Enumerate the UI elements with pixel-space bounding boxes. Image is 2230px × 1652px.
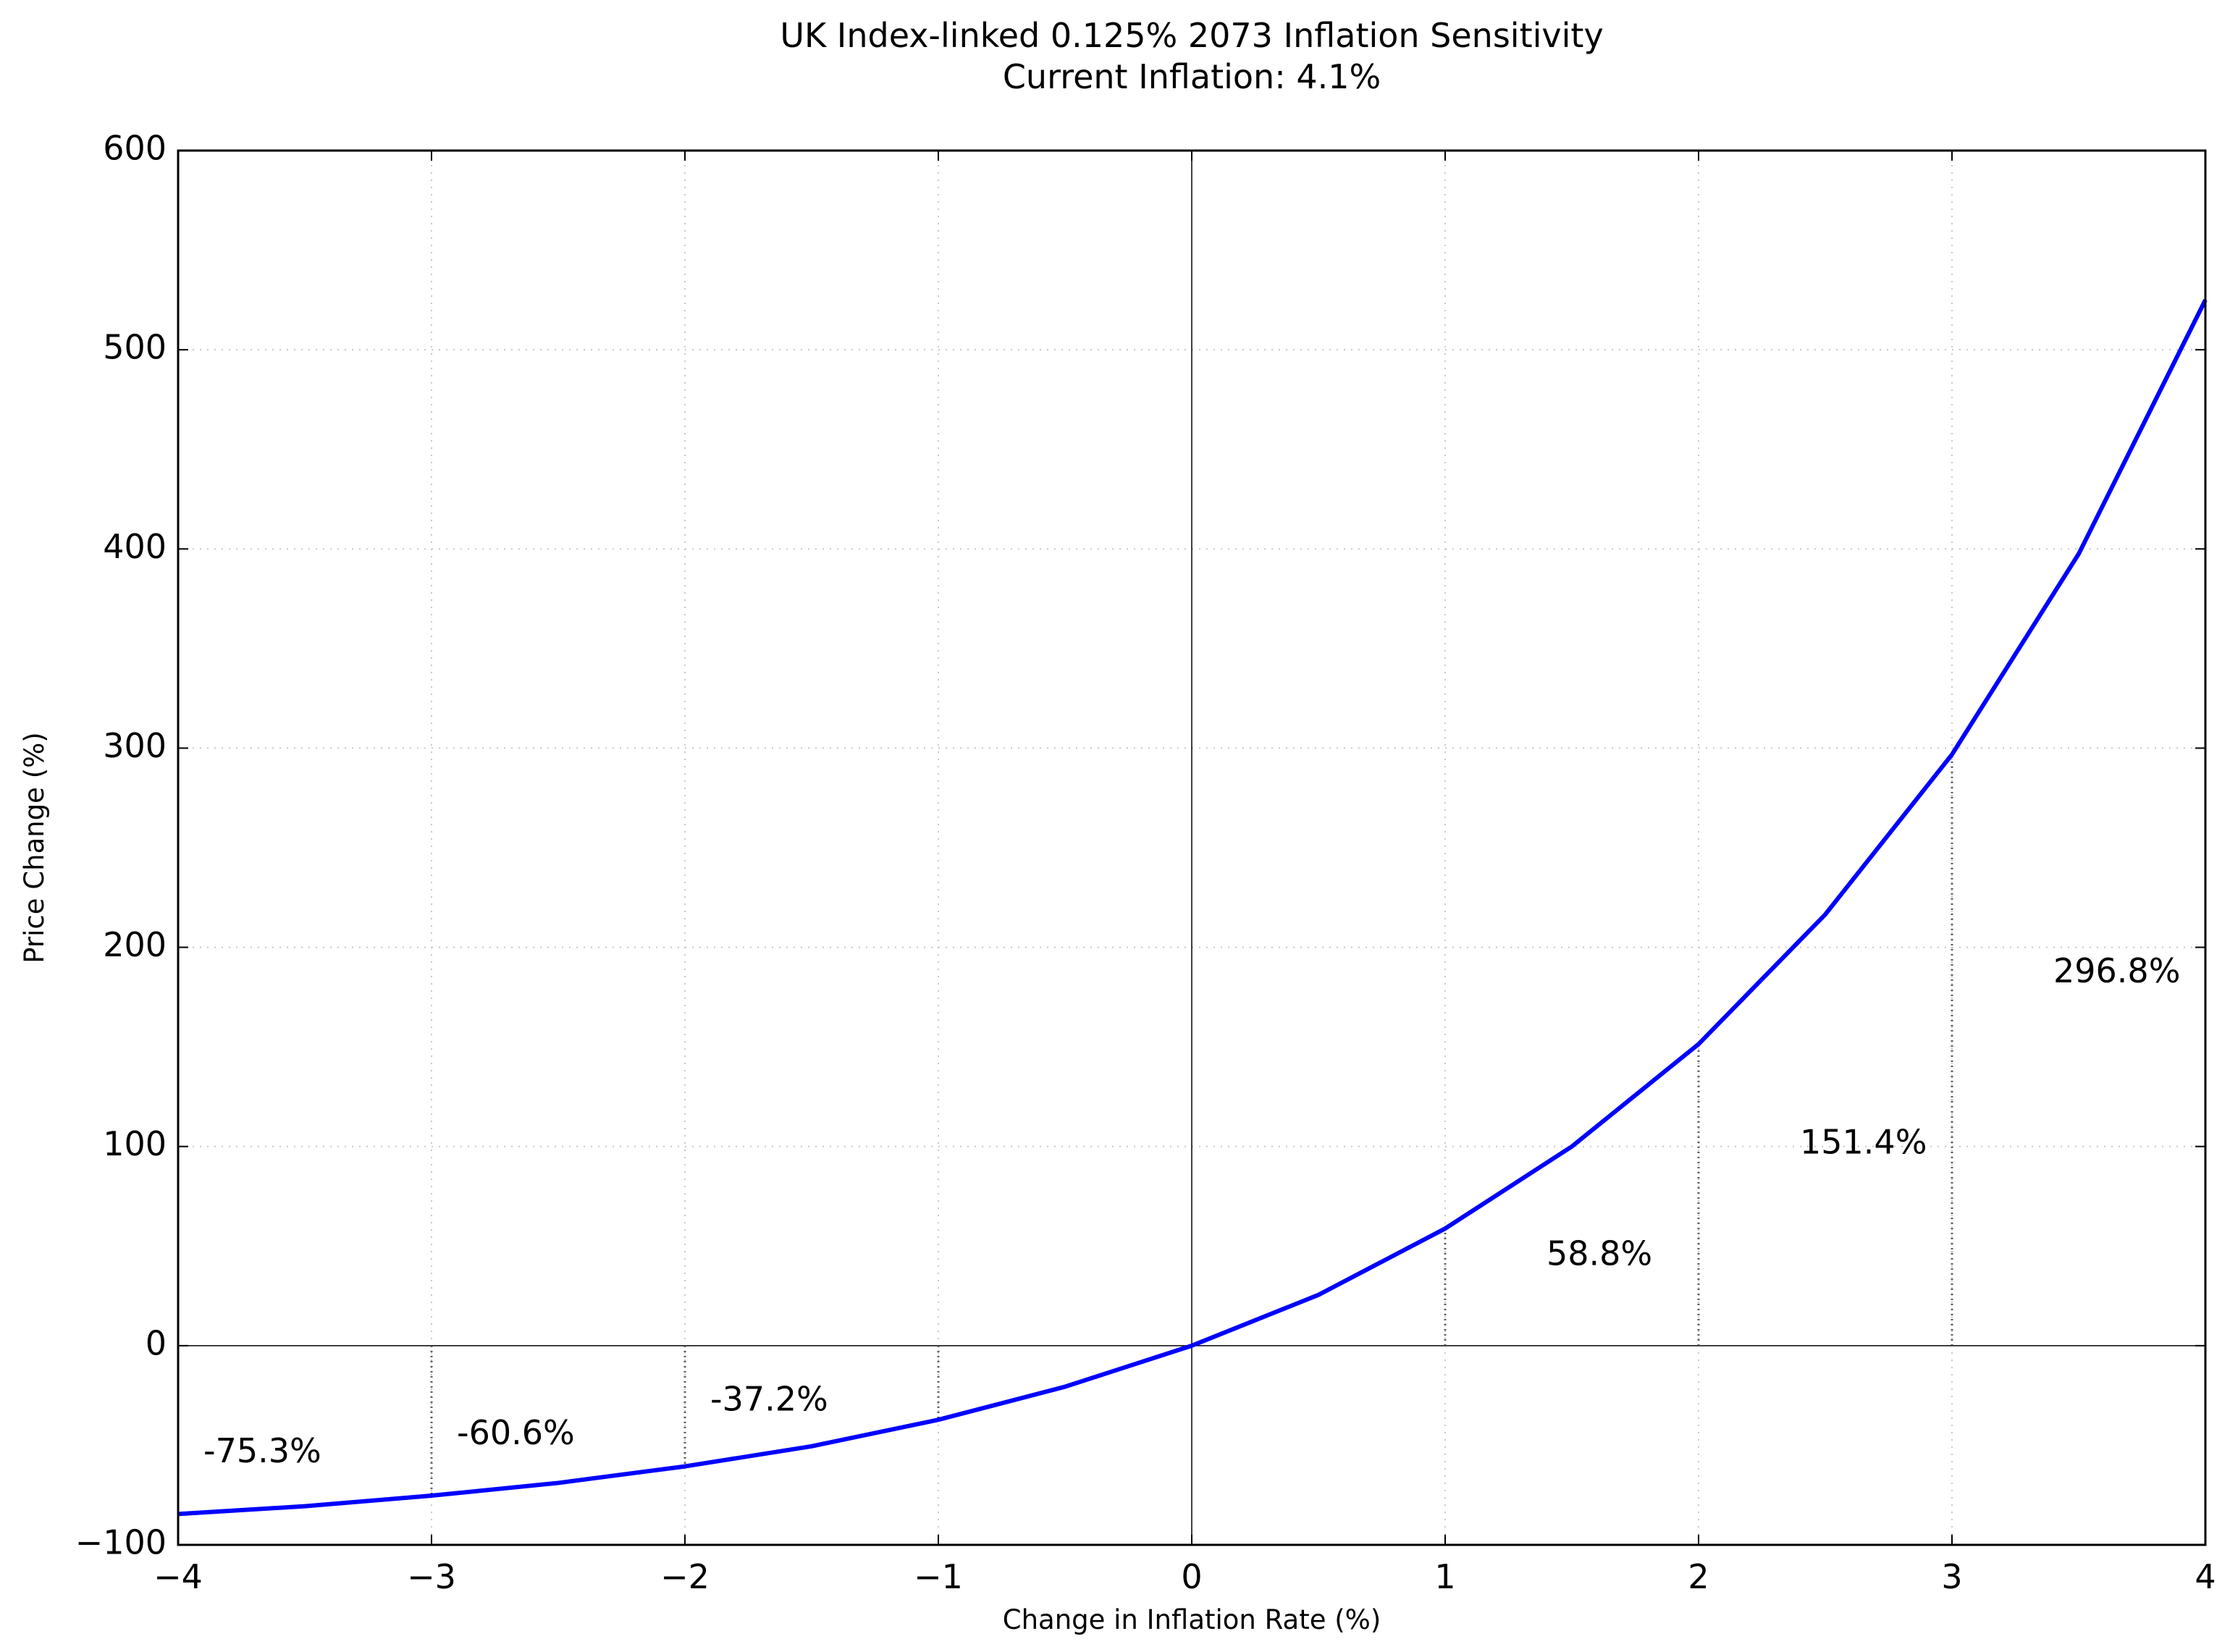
x-tick-labels: −4 −3 −2 −1 0 1 2 3 4 <box>153 1557 2216 1596</box>
x-tick-label: 0 <box>1181 1557 1202 1596</box>
chart-title: UK Index-linked 0.125% 2073 Inflation Se… <box>780 16 1603 55</box>
x-tick-label: 4 <box>2195 1557 2216 1596</box>
series-layer <box>177 299 2208 1517</box>
x-tick-label: −1 <box>914 1557 963 1596</box>
x-tick-label: 1 <box>1434 1557 1455 1596</box>
annotation-label: 58.8% <box>1547 1234 1652 1273</box>
annotation-label: -75.3% <box>203 1431 321 1470</box>
y-tick-label: 0 <box>146 1323 167 1362</box>
annotation-label: 296.8% <box>2053 951 2180 990</box>
x-tick-label: −3 <box>407 1557 456 1596</box>
y-axis-label: Price Change (%) <box>19 732 50 963</box>
y-tick-label: 400 <box>103 527 167 566</box>
annotation-label: 151.4% <box>1800 1122 1927 1161</box>
y-tick-label: 300 <box>103 726 167 765</box>
x-tick-label: −2 <box>660 1557 710 1596</box>
annotation-label: -60.6% <box>457 1413 575 1452</box>
y-tick-label: 600 <box>103 129 167 168</box>
annotation-labels: -75.3% -60.6% -37.2% 58.8% 151.4% 296.8% <box>203 951 2180 1470</box>
chart-subtitle: Current Inflation: 4.1% <box>1003 57 1381 96</box>
x-tick-label: 2 <box>1688 1557 1709 1596</box>
tick-marks <box>177 150 2206 1546</box>
annotation-drop-lines <box>430 754 1953 1496</box>
y-tick-label: −100 <box>75 1523 167 1562</box>
y-tick-label: 500 <box>103 328 167 367</box>
annotation-label: -37.2% <box>710 1379 828 1418</box>
y-tick-labels: −100 0 100 200 300 400 500 600 <box>75 129 167 1562</box>
y-tick-label: 100 <box>103 1124 167 1163</box>
x-axis-label: Change in Inflation Rate (%) <box>1003 1604 1381 1635</box>
x-tick-label: 3 <box>1941 1557 1962 1596</box>
y-tick-label: 200 <box>103 925 167 964</box>
series-line <box>177 299 2208 1517</box>
x-tick-label: −4 <box>153 1557 203 1596</box>
